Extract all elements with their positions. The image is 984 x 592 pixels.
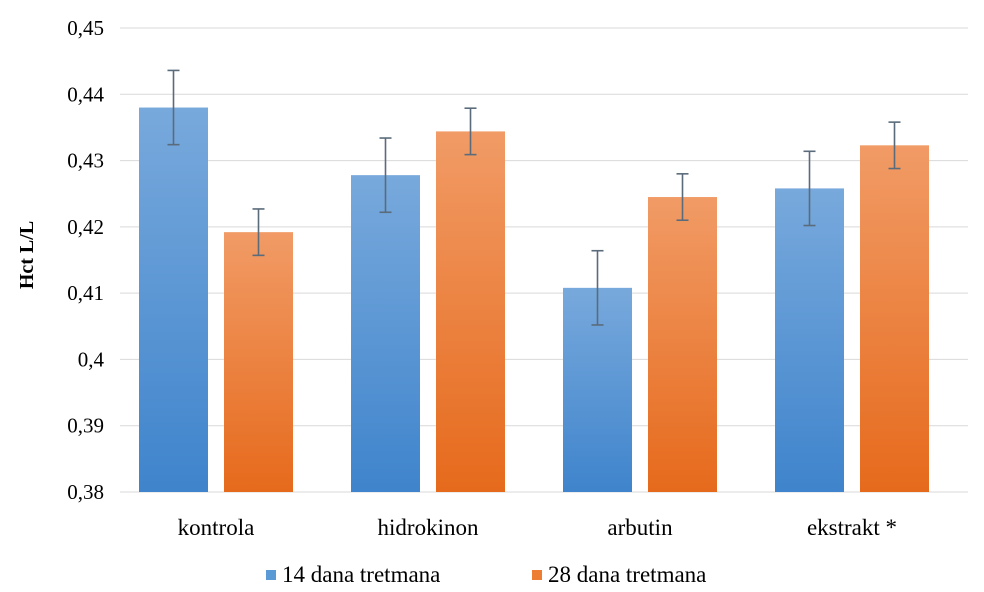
bar-series2 [860, 145, 929, 492]
error-bar [676, 173, 689, 222]
x-category-labels: kontrola hidrokinon arbutin ekstrakt * [178, 515, 897, 540]
y-tick-label: 0,39 [67, 414, 104, 438]
bars [139, 107, 929, 493]
legend-item: 14 dana tretmana [266, 562, 440, 587]
x-category-label: arbutin [607, 515, 673, 540]
error-bar [464, 107, 477, 156]
error-bar [803, 150, 816, 227]
y-tick-label: 0,44 [67, 82, 104, 106]
y-tick-label: 0,45 [67, 16, 104, 40]
error-bar [167, 69, 180, 146]
error-bar [379, 137, 392, 214]
bar-series1 [775, 188, 844, 492]
x-category-label: hidrokinon [378, 515, 479, 540]
y-tick-labels: 0,38 0,39 0,4 0,41 0,42 0,43 0,44 0,45 [67, 16, 104, 504]
error-bars [167, 69, 901, 326]
legend-swatch [266, 570, 276, 580]
y-tick-label: 0,41 [67, 281, 104, 305]
bar-series2 [436, 131, 505, 493]
legend-label: 28 dana tretmana [548, 562, 706, 587]
bar-series1 [351, 175, 420, 492]
bar-series1 [139, 107, 208, 493]
error-bar [888, 121, 901, 170]
legend-item: 28 dana tretmana [532, 562, 706, 587]
x-category-label: kontrola [178, 515, 255, 540]
y-tick-label: 0,38 [67, 480, 104, 504]
y-tick-label: 0,43 [67, 149, 104, 173]
legend-label: 14 dana tretmana [282, 562, 440, 587]
error-bar [591, 249, 604, 326]
y-axis-title: Hct L/L [16, 221, 38, 289]
x-category-label: ekstrakt * [807, 515, 897, 540]
error-bar [252, 208, 265, 257]
y-tick-label: 0,4 [78, 347, 105, 371]
legend-swatch [532, 570, 542, 580]
bar-series2 [224, 232, 293, 492]
bar-series2 [648, 197, 717, 492]
legend: 14 dana tretmana 28 dana tretmana [266, 562, 706, 587]
y-tick-label: 0,42 [67, 215, 104, 239]
